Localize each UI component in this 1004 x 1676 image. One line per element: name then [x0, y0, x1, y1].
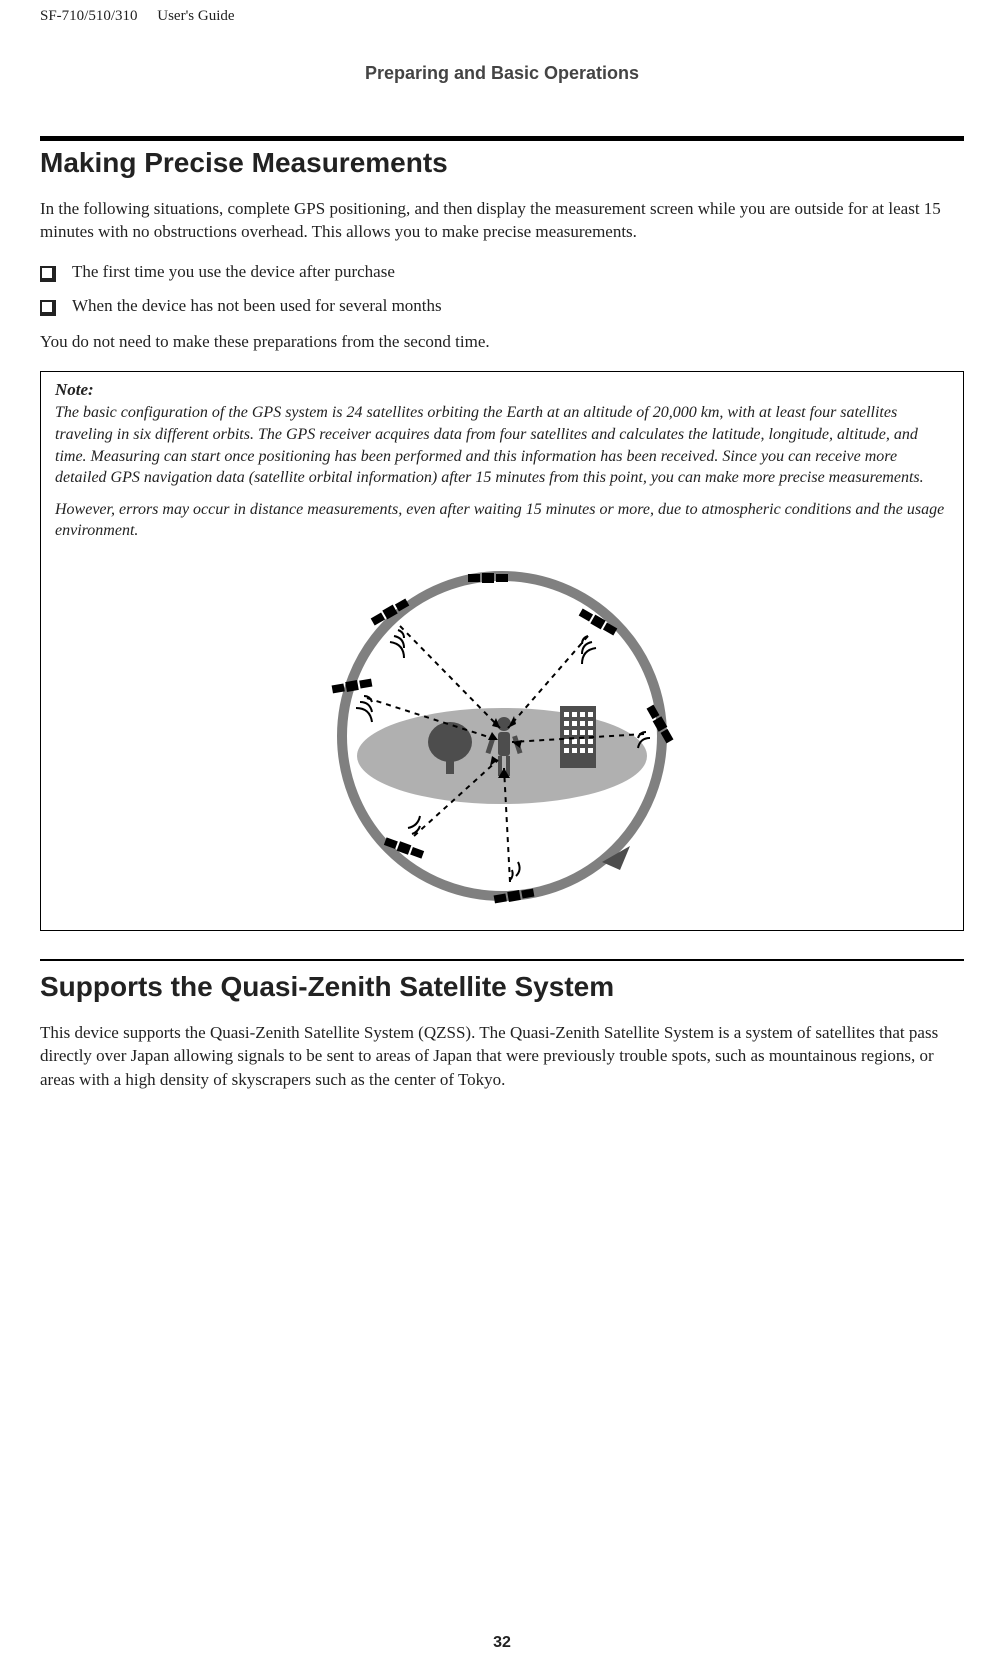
header-model: SF-710/510/310	[40, 8, 138, 24]
section-heading: Preparing and Basic Operations	[0, 63, 1004, 84]
bullet-item: When the device has not been used for se…	[40, 296, 964, 316]
bullet-item: The first time you use the device after …	[40, 262, 964, 282]
bullet-text: When the device has not been used for se…	[72, 296, 442, 316]
divider-thin-1	[40, 959, 964, 961]
qzss-paragraph: This device supports the Quasi-Zenith Sa…	[40, 1021, 964, 1091]
after-bullets-text: You do not need to make these preparatio…	[40, 330, 964, 353]
bullet-text: The first time you use the device after …	[72, 262, 395, 282]
gps-orbit-svg	[282, 556, 722, 916]
divider-heavy-1	[40, 136, 964, 141]
note-paragraph-2: However, errors may occur in distance me…	[55, 499, 949, 542]
heading-qzss: Supports the Quasi-Zenith Satellite Syst…	[40, 971, 964, 1003]
note-paragraph-1: The basic configuration of the GPS syste…	[55, 402, 949, 488]
bullet-marker-icon	[40, 266, 54, 280]
header-guide: User's Guide	[157, 8, 234, 24]
bullet-marker-icon	[40, 300, 54, 314]
heading-precise-measurements: Making Precise Measurements	[40, 147, 964, 179]
page-number: 32	[0, 1634, 1004, 1652]
note-box: Note: The basic configuration of the GPS…	[40, 371, 964, 931]
note-label: Note:	[55, 380, 949, 400]
gps-diagram	[55, 556, 949, 916]
intro-paragraph: In the following situations, complete GP…	[40, 197, 964, 244]
